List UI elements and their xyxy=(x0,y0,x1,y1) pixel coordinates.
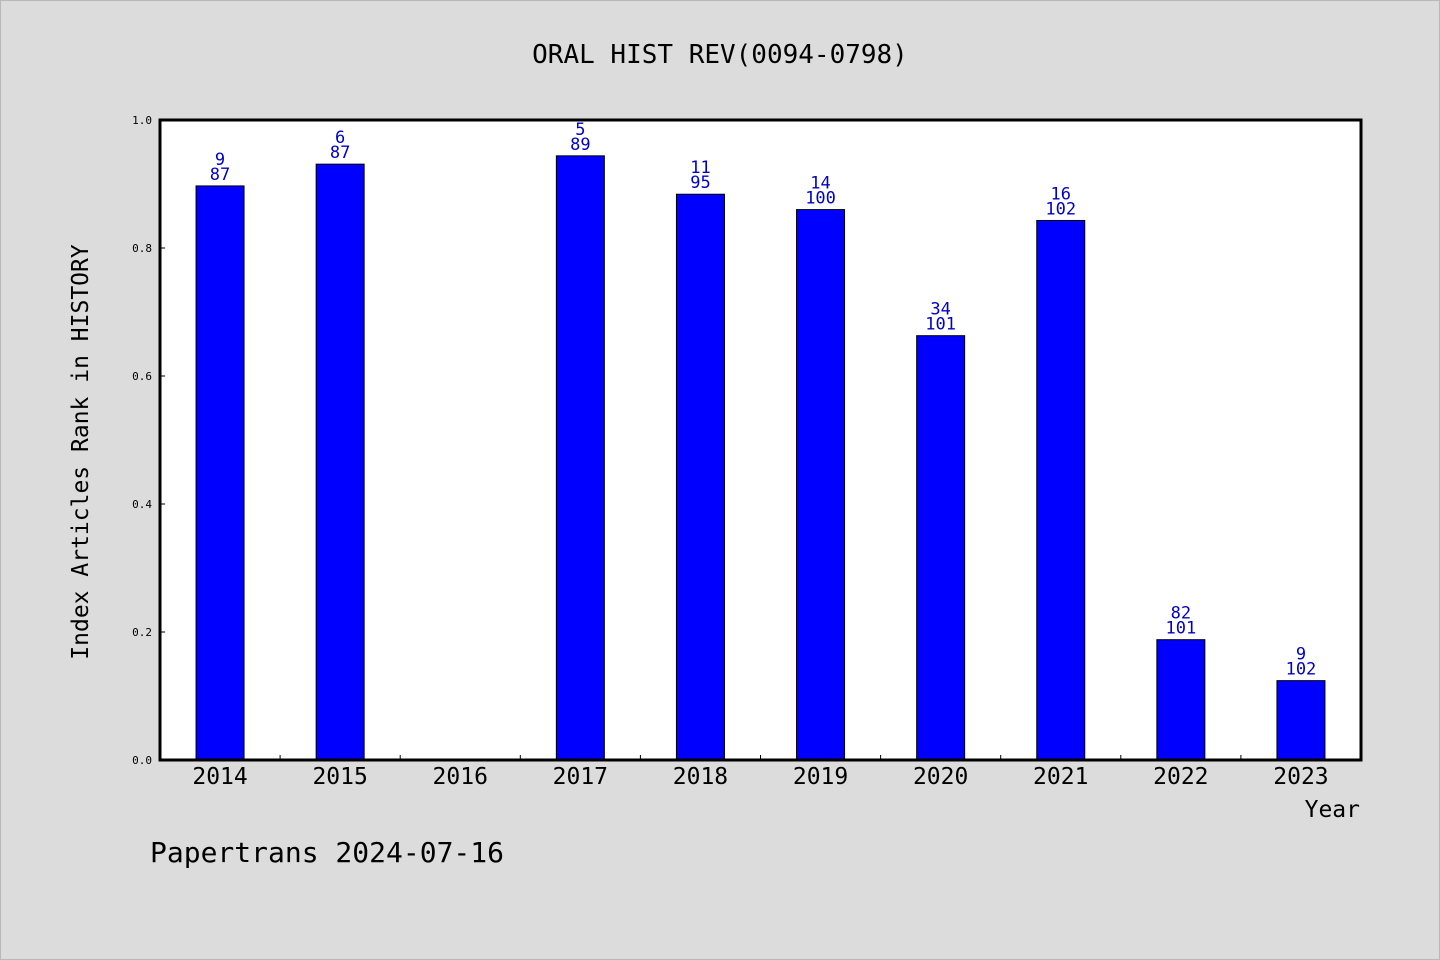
y-axis-label: Index Articles Rank in HISTORY xyxy=(68,244,94,660)
bar-rank-label: 16 xyxy=(1051,184,1071,204)
bar-rank-label: 11 xyxy=(690,158,710,178)
bar-total-label: 87 xyxy=(210,165,230,185)
y-tick-label: 0.0 xyxy=(132,754,152,767)
x-tick-label: 2019 xyxy=(793,764,848,790)
x-tick-label: 2017 xyxy=(553,764,608,790)
bar-total-label: 95 xyxy=(690,173,710,193)
x-tick-label: 2022 xyxy=(1153,764,1208,790)
bar-total-label: 87 xyxy=(330,143,350,163)
x-tick-label: 2016 xyxy=(433,764,488,790)
x-axis: 2014 2015 2016 2017 2018 2019 2020 2021 2022 2023 xyxy=(192,755,1329,790)
bar xyxy=(1276,680,1326,761)
bar xyxy=(916,335,966,761)
bar-total-label: 101 xyxy=(925,315,956,335)
footer-credit: Papertrans 2024-07-16 xyxy=(150,836,504,869)
y-tick-label: 1.0 xyxy=(132,114,152,127)
bar-total-label: 102 xyxy=(1045,199,1076,219)
y-tick-label: 0.2 xyxy=(132,626,152,639)
x-tick-label: 2023 xyxy=(1273,764,1328,790)
bar-rank-label: 34 xyxy=(930,300,950,320)
chart-title: ORAL HIST REV(0094-0798) xyxy=(532,40,908,70)
bar-rank-label: 9 xyxy=(215,150,225,170)
bar xyxy=(1036,219,1086,761)
plot-border xyxy=(158,118,1363,762)
x-axis-label: Year xyxy=(1305,797,1360,823)
y-tick-label: 0.8 xyxy=(132,242,152,255)
bar xyxy=(195,185,245,761)
bar-total-label: 89 xyxy=(570,135,590,155)
x-tick-label: 2015 xyxy=(312,764,367,790)
y-tick-label: 0.6 xyxy=(132,370,152,383)
y-tick-label: 0.4 xyxy=(132,498,152,511)
x-tick-label: 2014 xyxy=(192,764,247,790)
y-axis: 0.0 0.2 0.4 0.6 0.8 1.0 xyxy=(132,114,165,767)
bar-total-label: 100 xyxy=(805,189,836,209)
bar xyxy=(1156,639,1206,761)
bar xyxy=(555,155,605,761)
bar-total-label: 102 xyxy=(1286,660,1317,680)
x-tick-label: 2020 xyxy=(913,764,968,790)
x-tick-label: 2021 xyxy=(1033,764,1088,790)
bar-rank-label: 5 xyxy=(575,120,585,140)
bar xyxy=(675,193,725,761)
bar-rank-label: 9 xyxy=(1296,645,1306,665)
bar-total-label: 101 xyxy=(1165,619,1196,639)
bars-layer xyxy=(195,155,1326,761)
bar-rank-label: 14 xyxy=(810,174,830,194)
x-tick-label: 2018 xyxy=(673,764,728,790)
bar xyxy=(315,163,365,761)
bar-rank-label: 82 xyxy=(1171,604,1191,624)
bar xyxy=(796,209,846,761)
bar-rank-label: 6 xyxy=(335,128,345,148)
